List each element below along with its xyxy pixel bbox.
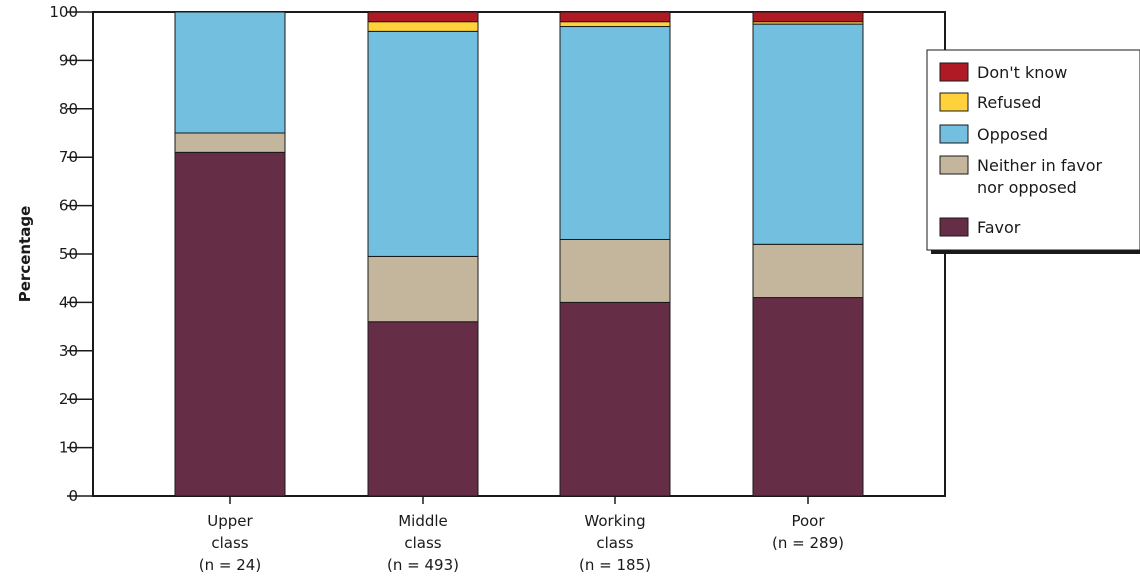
legend-label-refused: Refused [977, 93, 1041, 112]
legend-swatch-opposed [939, 124, 969, 144]
x-category-label: Working class (n = 185) [579, 512, 651, 574]
legend-swatch-neither-in-favor-nor-opposed [939, 155, 969, 175]
x-category-label: Middle class (n = 493) [387, 512, 459, 574]
bar-segment-opposed [174, 11, 286, 134]
bar-segment-refused [367, 21, 479, 32]
y-tick-label-20: 20 [59, 390, 78, 408]
bar-segment-opposed [367, 30, 479, 257]
y-tick-label-30: 30 [59, 342, 78, 360]
x-category-label: Poor (n = 289) [772, 512, 844, 552]
bar-segment-opposed [559, 26, 671, 240]
legend-swatch-refused [939, 92, 969, 112]
legend-swatch-favor [939, 217, 969, 237]
legend-box [926, 49, 1140, 251]
bar-segment-neither-in-favor-nor-opposed [752, 243, 864, 299]
legend-swatch-don-t-know [939, 62, 969, 82]
legend-label-opposed: Opposed [977, 125, 1048, 144]
bar-segment-opposed [752, 23, 864, 245]
x-axis: Upper class (n = 24) Middle class (n = 493) Wo… [199, 496, 844, 574]
bar-segment-favor [367, 321, 479, 497]
bar-segment-don-t-know [559, 11, 671, 23]
y-tick-label-0: 0 [68, 487, 78, 505]
y-tick-label-50: 50 [59, 245, 78, 263]
y-axis-title: Percentage [16, 206, 34, 303]
x-category-label: Upper class (n = 24) [199, 512, 261, 574]
y-axis: 0 10 20 30 40 50 60 70 80 90 100 [49, 3, 93, 505]
y-tick-label-80: 80 [59, 100, 78, 118]
bar-segment-neither-in-favor-nor-opposed [174, 132, 286, 153]
bar-segment-refused [559, 21, 671, 28]
y-tick-label-100: 100 [49, 3, 78, 21]
bar-segment-favor [174, 151, 286, 497]
y-tick-label-70: 70 [59, 148, 78, 166]
y-tick-label-10: 10 [59, 439, 78, 457]
bar-segment-don-t-know [367, 11, 479, 23]
y-tick-label-90: 90 [59, 51, 78, 69]
y-tick-label-60: 60 [59, 197, 78, 215]
bar-segment-neither-in-favor-nor-opposed [367, 255, 479, 323]
legend-label-neither-in-favor-nor-opposed: Neither in favor nor opposed [977, 156, 1103, 197]
legend: Don't know Refused Opposed Neither in favor… [926, 49, 1140, 254]
bars-group [174, 11, 864, 497]
bar-segment-don-t-know [752, 11, 864, 23]
bar-segment-favor [559, 301, 671, 497]
y-tick-label-40: 40 [59, 293, 78, 311]
legend-label-favor: Favor [977, 218, 1021, 237]
bar-segment-favor [752, 297, 864, 497]
bar-segment-neither-in-favor-nor-opposed [559, 238, 671, 303]
legend-label-don-t-know: Don't know [977, 63, 1067, 82]
